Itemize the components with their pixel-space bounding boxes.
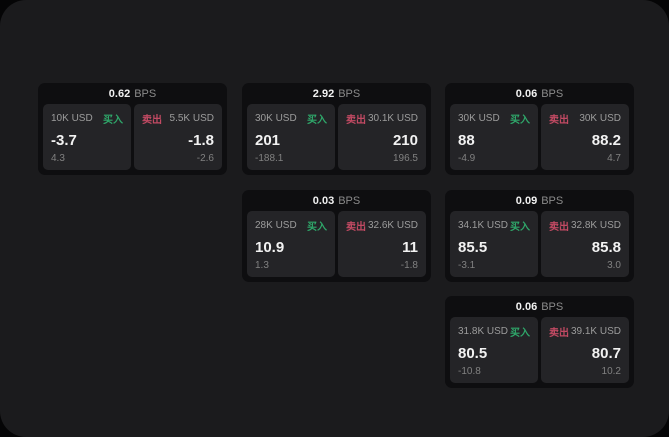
quote-panels: 28K USD 买入 10.9 1.3 卖出 32.6K USD 11 -1.8 [247,211,426,277]
buy-panel[interactable]: 31.8K USD 买入 80.5 -10.8 [450,317,538,383]
bps-header: 0.06 BPS [445,83,634,103]
buy-price: -3.7 [51,131,77,149]
bps-unit: BPS [338,195,361,207]
buy-side-label: 买入 [307,115,327,126]
sell-side-label: 卖出 [549,115,569,126]
bps-value: 0.06 [515,88,538,100]
sell-price: 85.8 [591,238,621,256]
sell-price: -1.8 [188,131,214,149]
sell-amount: 5.5K USD [169,113,214,124]
sell-price: 88.2 [591,131,621,149]
quote-card: 0.06 BPS 31.8K USD 买入 80.5 -10.8 卖出 39.1… [445,296,634,388]
quote-panels: 31.8K USD 买入 80.5 -10.8 卖出 39.1K USD 80.… [450,317,629,383]
sell-panel[interactable]: 卖出 32.6K USD 11 -1.8 [338,211,426,277]
buy-panel[interactable]: 28K USD 买入 10.9 1.3 [247,211,335,277]
bps-value: 0.09 [515,195,538,207]
sell-price: 80.7 [591,344,621,362]
bps-header: 0.62 BPS [38,83,227,103]
sell-amount: 30K USD [579,113,621,124]
buy-amount: 10K USD [51,113,93,124]
sell-delta: -2.6 [196,153,214,164]
sell-delta: 4.7 [607,153,621,164]
quote-panels: 34.1K USD 买入 85.5 -3.1 卖出 32.8K USD 85.8… [450,211,629,277]
bps-value: 0.03 [312,195,335,207]
quote-panels: 30K USD 买入 201 -188.1 卖出 30.1K USD 210 1… [247,104,426,170]
bps-value: 0.62 [108,88,131,100]
quote-card: 0.62 BPS 10K USD 买入 -3.7 4.3 卖出 5.5K USD… [38,83,227,175]
sell-amount: 32.8K USD [570,220,621,231]
quote-card: 0.06 BPS 30K USD 买入 88 -4.9 卖出 30K USD 8… [445,83,634,175]
buy-delta: -3.1 [458,260,476,271]
buy-side-label: 买入 [510,115,530,126]
quote-card: 2.92 BPS 30K USD 买入 201 -188.1 卖出 30.1K … [242,83,431,175]
bps-unit: BPS [541,88,564,100]
buy-delta: 4.3 [51,153,65,164]
sell-side-label: 卖出 [549,222,569,233]
buy-delta: -4.9 [458,153,476,164]
buy-price: 201 [255,131,281,149]
sell-delta: -1.8 [400,260,418,271]
buy-amount: 34.1K USD [458,220,509,231]
buy-amount: 28K USD [255,220,297,231]
buy-price: 85.5 [458,238,488,256]
bps-unit: BPS [541,195,564,207]
buy-panel[interactable]: 30K USD 买入 88 -4.9 [450,104,538,170]
sell-side-label: 卖出 [142,115,162,126]
buy-panel[interactable]: 10K USD 买入 -3.7 4.3 [43,104,131,170]
sell-price: 210 [392,131,418,149]
sell-side-label: 卖出 [346,222,366,233]
buy-side-label: 买入 [307,222,327,233]
buy-side-label: 买入 [510,328,530,339]
bps-unit: BPS [541,301,564,313]
buy-amount: 30K USD [458,113,500,124]
bps-value: 0.06 [515,301,538,313]
sell-side-label: 卖出 [549,328,569,339]
buy-panel[interactable]: 34.1K USD 买入 85.5 -3.1 [450,211,538,277]
sell-amount: 30.1K USD [367,113,418,124]
buy-price: 80.5 [458,344,488,362]
sell-amount: 32.6K USD [367,220,418,231]
buy-amount: 30K USD [255,113,297,124]
buy-price: 10.9 [255,238,285,256]
sell-panel[interactable]: 卖出 32.8K USD 85.8 3.0 [541,211,629,277]
buy-side-label: 买入 [510,222,530,233]
buy-amount: 31.8K USD [458,326,509,337]
sell-price: 11 [402,238,418,256]
buy-delta: 1.3 [255,260,269,271]
buy-price: 88 [458,131,475,149]
sell-panel[interactable]: 卖出 30.1K USD 210 196.5 [338,104,426,170]
sell-panel[interactable]: 卖出 39.1K USD 80.7 10.2 [541,317,629,383]
bps-unit: BPS [134,88,157,100]
sell-delta: 196.5 [392,153,418,164]
sell-panel[interactable]: 卖出 30K USD 88.2 4.7 [541,104,629,170]
quote-panels: 10K USD 买入 -3.7 4.3 卖出 5.5K USD -1.8 -2.… [43,104,222,170]
bps-header: 0.03 BPS [242,190,431,210]
bps-header: 2.92 BPS [242,83,431,103]
buy-delta: -10.8 [458,366,481,377]
sell-amount: 39.1K USD [570,326,621,337]
sell-delta: 3.0 [607,260,621,271]
buy-side-label: 买入 [103,115,123,126]
quote-card: 0.09 BPS 34.1K USD 买入 85.5 -3.1 卖出 32.8K… [445,190,634,282]
sell-delta: 10.2 [601,366,621,377]
bps-header: 0.09 BPS [445,190,634,210]
quote-card: 0.03 BPS 28K USD 买入 10.9 1.3 卖出 32.6K US… [242,190,431,282]
buy-delta: -188.1 [255,153,284,164]
bps-value: 2.92 [312,88,335,100]
sell-side-label: 卖出 [346,115,366,126]
sell-panel[interactable]: 卖出 5.5K USD -1.8 -2.6 [134,104,222,170]
quote-panels: 30K USD 买入 88 -4.9 卖出 30K USD 88.2 4.7 [450,104,629,170]
buy-panel[interactable]: 30K USD 买入 201 -188.1 [247,104,335,170]
bps-header: 0.06 BPS [445,296,634,316]
bps-unit: BPS [338,88,361,100]
